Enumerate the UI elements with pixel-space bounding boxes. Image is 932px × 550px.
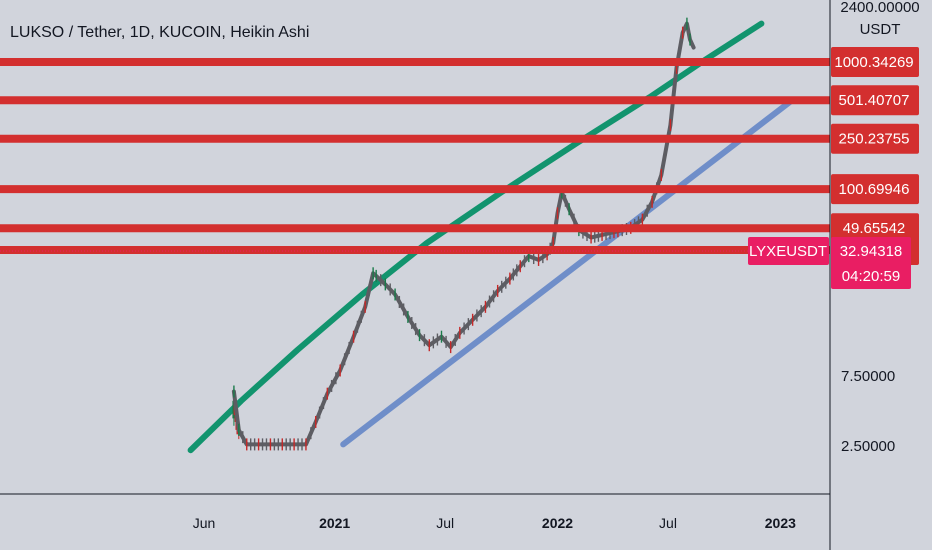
x-tick-label: 2023 [765, 515, 796, 531]
trendline [340, 97, 795, 448]
price-labels: 1000.34269 501.40707 250.23755 100.69946 49.… [748, 47, 919, 289]
symbol-tag-bg [748, 236, 829, 265]
curve-line [187, 20, 765, 454]
countdown: 04:20:59 [842, 268, 900, 285]
y-axis[interactable]: 2400.00000 USDT 7.50000 2.50000 [840, 0, 919, 455]
y-axis-top-label: 2400.00000 [840, 0, 919, 16]
chart-title: LUKSO / Tether, 1D, KUCOIN, Heikin Ashi [10, 24, 309, 41]
resistance-label: 501.40707 [839, 92, 910, 109]
resistance-label-bg [831, 123, 919, 154]
symbol-tag: LYXEUSDT [749, 243, 827, 260]
resistance-label-bg [831, 85, 919, 116]
y-axis-currency: USDT [860, 21, 901, 38]
resistance-label: 100.69946 [839, 181, 910, 198]
last-price-value: 32.94318 [840, 243, 903, 260]
trendline-layer [340, 97, 795, 448]
y-tick-label: 7.50000 [841, 368, 895, 385]
y-tick-label: 2.50000 [841, 438, 895, 455]
x-axis[interactable]: Jun 2021 Jul 2022 Jul 2023 [193, 515, 796, 531]
x-tick-label: Jun [193, 515, 216, 531]
resistance-label: 49.65542 [843, 220, 906, 237]
resistance-label: 1000.34269 [834, 54, 913, 71]
x-tick-label: 2022 [542, 515, 573, 531]
x-tick-label: Jul [436, 515, 454, 531]
candles-layer [231, 17, 696, 451]
resistance-label-bg [831, 47, 919, 77]
last-price-bg [831, 236, 911, 289]
levels-layer [0, 58, 830, 254]
x-tick-label: Jul [659, 515, 677, 531]
resistance-label-bg [831, 174, 919, 205]
resistance-label: 250.23755 [839, 131, 910, 148]
x-tick-label: 2021 [319, 515, 350, 531]
curve-layer [187, 20, 765, 454]
